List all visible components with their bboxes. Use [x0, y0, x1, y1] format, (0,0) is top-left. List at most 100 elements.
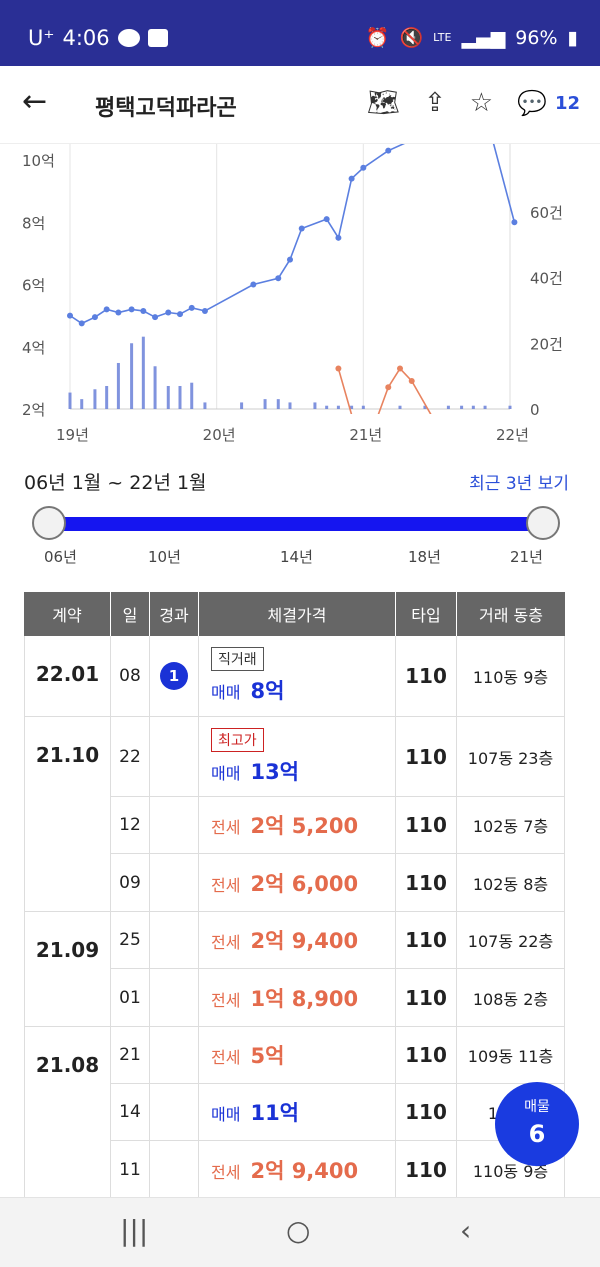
sale-series-point — [287, 256, 293, 263]
volume-bar — [423, 405, 427, 409]
table-row[interactable]: 25 전세 2억 9,400 110 107동 22층 — [111, 912, 565, 969]
building-floor: 102동 7층 — [457, 797, 565, 853]
back-button[interactable]: ← — [22, 84, 48, 119]
slider-end-handle[interactable] — [526, 506, 560, 540]
table-row[interactable]: 01 전세 1억 8,900 110 108동 2층 — [111, 969, 565, 1026]
slider-start-handle[interactable] — [32, 506, 66, 540]
unit-type: 110 — [396, 969, 457, 1026]
date-range-slider[interactable] — [32, 506, 560, 542]
table-row[interactable]: 08 1 직거래 매매 8억 110 110동 9층 — [111, 636, 565, 716]
price-wrap: 직거래 매매 8억 — [211, 647, 284, 705]
contract-day: 12 — [111, 797, 150, 853]
unit-type: 110 — [396, 1141, 457, 1198]
y-right-tick-label: 20건 — [530, 335, 563, 353]
table-row[interactable]: 09 전세 2억 6,000 110 102동 8층 — [111, 854, 565, 911]
slider-year-label: 14년 — [280, 548, 313, 566]
volume-bar — [288, 402, 292, 409]
sale-series-point — [385, 147, 392, 154]
unit-type: 110 — [396, 717, 457, 796]
date-range-text: 06년 1월 ~ 22년 1월 — [24, 472, 207, 494]
table-row[interactable]: 11 전세 2억 9,400 110 110동 9층 — [111, 1141, 565, 1198]
price-chart[interactable]: 2억 4억 6억 8억 10억 0 20건 40건 60건 19년 20년 21년 22년 — [0, 144, 600, 450]
sale-series-line — [69, 144, 516, 325]
deal-type: 매매 — [211, 683, 241, 702]
column-header[interactable]: 계약 — [24, 592, 111, 636]
volume-bar — [398, 405, 402, 409]
nav-back-button[interactable]: ‹ — [460, 1214, 472, 1247]
volume-bar — [105, 385, 109, 409]
elapsed-cell — [150, 912, 199, 968]
column-header[interactable]: 체결가격 — [199, 592, 396, 636]
deal-price: 2억 6,000 — [250, 871, 359, 896]
elapsed-cell — [150, 717, 199, 796]
clock: 4:06 — [62, 26, 110, 50]
deal-price: 1억 8,900 — [250, 986, 359, 1011]
star-icon[interactable]: ☆ — [469, 88, 494, 118]
contract-day: 08 — [111, 636, 150, 716]
comment-button[interactable]: 💬 12 — [517, 89, 580, 117]
sale-series-point — [348, 175, 355, 182]
price-wrap: 전세 5억 — [211, 1040, 284, 1070]
table-row[interactable]: 12 전세 2억 5,200 110 102동 7층 — [111, 797, 565, 854]
volume-bar — [313, 402, 317, 409]
y-right-tick-label: 60건 — [530, 204, 563, 222]
sale-series-point — [128, 306, 135, 313]
rent-series-point — [408, 377, 415, 384]
signal-icon: ▂▄▆ — [461, 26, 506, 49]
deal-price: 11억 — [250, 1101, 299, 1125]
mail-icon — [147, 29, 168, 47]
y-right-tick-label: 0 — [530, 401, 540, 419]
volume-bar — [178, 385, 182, 409]
table-row[interactable]: 21 전세 5억 110 109동 11층 — [111, 1027, 565, 1084]
column-header[interactable]: 일 — [111, 592, 150, 636]
recent-3-years-link[interactable]: 최근 3년 보기 — [469, 474, 569, 494]
system-nav-bar: ||| ○ ‹ — [0, 1197, 600, 1267]
column-header[interactable]: 거래 동층 — [479, 606, 543, 625]
volume-bar — [153, 366, 157, 409]
month-group: 21.10 22 최고가 매매 13억 110 107동 23층 12 전세 2억 5,200 11… — [24, 717, 565, 912]
contract-month: 22.01 — [24, 636, 111, 716]
contract-day: 14 — [111, 1084, 150, 1140]
sale-series-point — [323, 216, 330, 223]
price-line: 전세 2억 9,400 — [211, 1155, 358, 1185]
price-cell: 전세 1억 8,900 — [199, 969, 396, 1026]
price-wrap: 전세 2억 9,400 — [211, 925, 358, 955]
deal-price: 2억 9,400 — [250, 929, 359, 953]
y-left-tick-label: 4억 — [22, 339, 45, 357]
comment-icon: 💬 — [517, 89, 547, 117]
column-header[interactable]: 경과 — [150, 592, 199, 636]
x-tick-label: 22년 — [496, 426, 529, 444]
volume-bar — [93, 389, 97, 409]
sale-series-point — [250, 281, 257, 288]
price-wrap: 전세 1억 8,900 — [211, 983, 358, 1013]
recents-button[interactable]: ||| — [120, 1214, 149, 1247]
sale-series-point — [115, 309, 122, 316]
deal-type: 전세 — [211, 990, 241, 1010]
slider-year-label: 21년 — [510, 548, 543, 566]
slider-track — [48, 517, 544, 531]
volume-bar — [508, 405, 512, 409]
volume-bar — [263, 399, 267, 409]
building-floor: 102동 8층 — [457, 854, 565, 911]
home-button[interactable]: ○ — [286, 1214, 311, 1247]
contract-month: 21.09 — [24, 912, 111, 1026]
sale-series-point — [67, 312, 73, 319]
deal-tag: 최고가 — [211, 727, 264, 752]
listings-fab[interactable]: 매물 6 — [495, 1082, 579, 1166]
elapsed-cell — [150, 854, 199, 911]
table-row[interactable]: 22 최고가 매매 13억 110 107동 23층 — [111, 717, 565, 797]
elapsed-cell — [150, 1027, 199, 1083]
price-wrap: 전세 2억 6,000 — [211, 868, 358, 898]
deal-type: 전세 — [211, 818, 241, 837]
price-cell: 전세 5억 — [199, 1027, 396, 1083]
column-header[interactable]: 타입 — [396, 592, 457, 636]
deal-type: 전세 — [211, 1048, 241, 1067]
sale-series-point — [511, 219, 518, 226]
y-right-tick-label: 40건 — [530, 270, 563, 288]
share-icon[interactable]: ⇪ — [423, 88, 446, 118]
map-icon[interactable]: 🗺 — [366, 88, 400, 118]
contract-day: 22 — [111, 717, 150, 796]
volume-bar — [130, 343, 134, 409]
elapsed-cell — [150, 797, 199, 853]
